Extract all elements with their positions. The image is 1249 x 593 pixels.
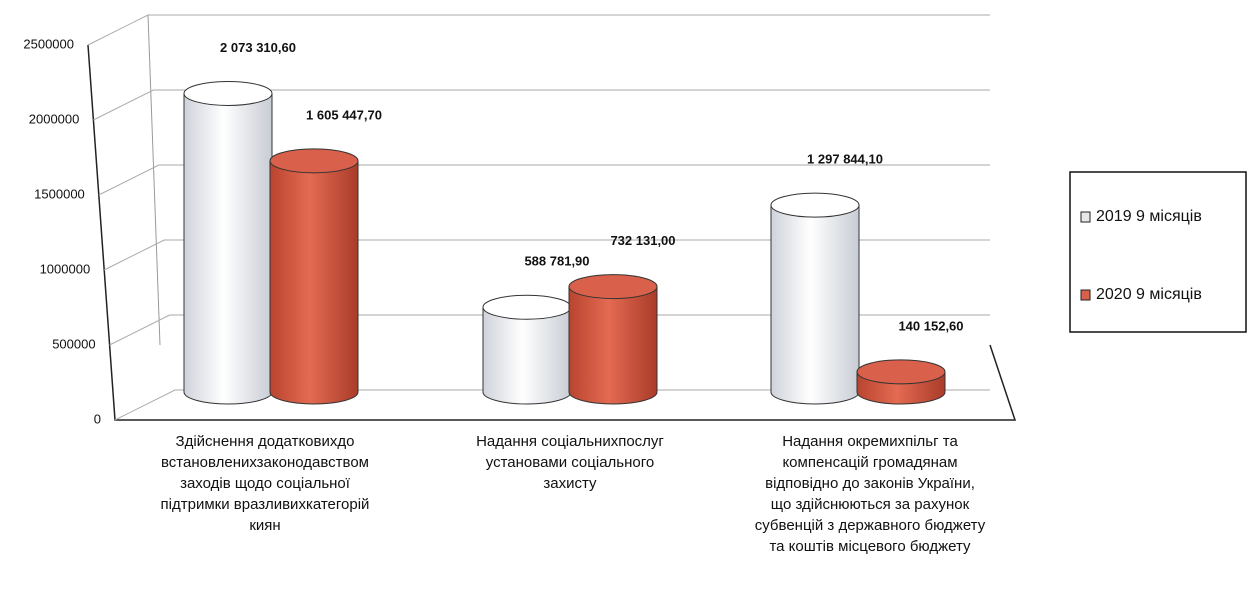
- cylinder-top: [183, 80, 273, 106]
- cylinder-top: [482, 294, 572, 320]
- value-label: 140 152,60: [898, 318, 963, 333]
- grid-line: [114, 389, 990, 421]
- value-label: 2 073 310,60: [220, 40, 296, 55]
- wall: [87, 44, 1017, 421]
- back-wall-edge: [147, 14, 161, 346]
- legend-box: [1069, 171, 1247, 333]
- legend-label: 2020 9 місяців: [1096, 286, 1202, 303]
- cylinder-body: [482, 306, 572, 405]
- value-label: 732 131,00: [610, 233, 675, 248]
- y-tick-label: 2000000: [29, 111, 80, 126]
- y-tick-label: 2500000: [23, 36, 74, 51]
- cylinder-top: [770, 192, 860, 218]
- cylinder-top: [269, 148, 359, 174]
- cylinder-top: [856, 359, 946, 385]
- cylinder-body: [568, 286, 658, 405]
- y-tick-label: 500000: [52, 336, 95, 351]
- y-tick-label: 1000000: [40, 261, 91, 276]
- y-tick-label: 1500000: [34, 186, 85, 201]
- grid-line: [109, 314, 990, 346]
- cylinder: [482, 294, 572, 405]
- category-label: Надання окремихпільг та компенсацій грома…: [755, 433, 986, 555]
- value-label: 588 781,90: [524, 254, 589, 269]
- cylinder: [269, 148, 359, 405]
- cylinder: [183, 80, 273, 405]
- legend-swatch: [1080, 289, 1091, 301]
- value-label: 1 605 447,70: [306, 107, 382, 122]
- cylinder: [770, 192, 860, 405]
- grid-line: [93, 89, 990, 121]
- category-label: Здійснення додатковихдо встановленихзакон…: [161, 433, 370, 534]
- cylinder-top: [568, 274, 658, 300]
- cylinder: [856, 359, 946, 405]
- y-tick-label: 0: [94, 411, 101, 426]
- category-label: Надання соціальнихпослуг установами соціа…: [476, 433, 664, 492]
- grid-line: [103, 239, 990, 271]
- cylinder: [568, 274, 658, 405]
- value-label: 1 297 844,10: [807, 152, 883, 167]
- cylinder-body: [770, 204, 860, 405]
- grid-line: [98, 164, 990, 196]
- legend-swatch: [1080, 211, 1091, 223]
- cylinder-body: [269, 160, 359, 405]
- legend-label: 2019 9 місяців: [1096, 208, 1202, 225]
- cylinder-body: [183, 92, 273, 405]
- grid-line: [87, 14, 990, 46]
